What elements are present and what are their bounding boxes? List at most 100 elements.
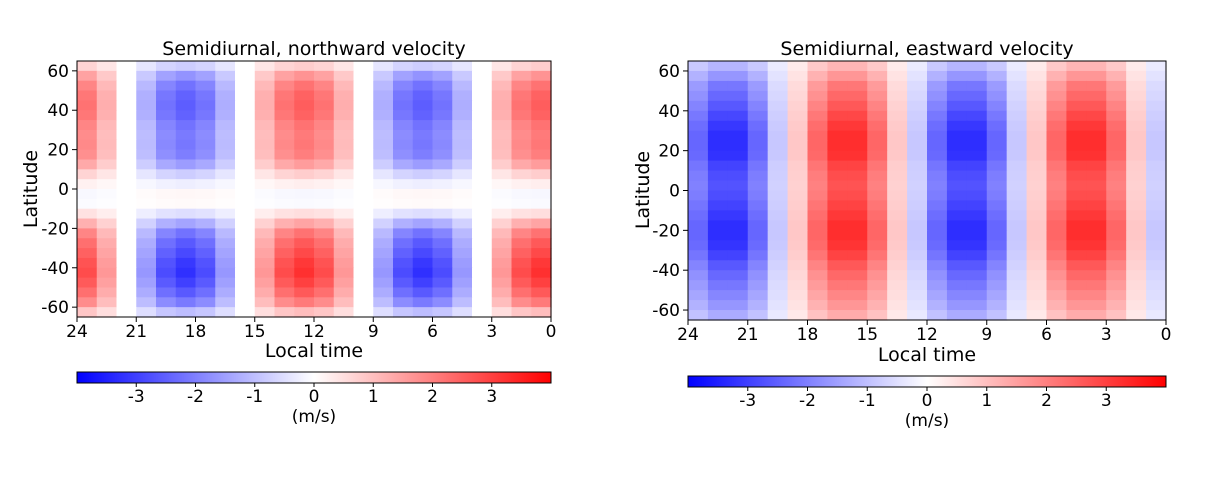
heatmap-cell [1066,110,1087,122]
heatmap-cell [1046,280,1068,291]
heatmap-cell [907,150,928,162]
heatmap-cell [1046,220,1068,231]
heatmap-cell [254,61,276,72]
heatmap-cell [235,139,256,151]
heatmap-cell [96,179,118,190]
heatmap-cell [1086,130,1107,142]
heatmap-cell [847,90,868,102]
heatmap-cell [274,228,295,239]
heatmap-cell [827,100,848,112]
heatmap-cell [787,220,809,231]
heatmap-cell [1046,80,1068,92]
heatmap-cell [927,150,948,162]
heatmap-cell [393,90,414,101]
heatmap-cell [531,139,552,151]
heatmap-cell [511,297,532,308]
heatmap-cell [867,160,888,172]
heatmap-cell [412,179,434,190]
heatmap-cell [727,110,749,122]
heatmap-cell [1126,130,1147,142]
heatmap-cell [452,267,473,279]
heatmap-cell [927,210,948,221]
heatmap-cell [986,160,1008,172]
heatmap-cell [412,70,434,82]
x-tick-label: 15 [244,322,266,342]
heatmap-cell [946,130,968,142]
heatmap-cell [77,238,98,249]
heatmap-cell [907,100,928,112]
heatmap-cell [1046,100,1068,112]
heatmap-cell [767,150,789,162]
heatmap-cell [1106,250,1127,261]
heatmap-cell [727,120,749,132]
heatmap-cell [966,220,988,231]
y-tick-label: -60 [41,298,69,318]
heatmap-cell [333,129,355,141]
heatmap-cell [235,228,256,239]
heatmap-cell [787,190,809,202]
heatmap-cell [727,70,749,82]
heatmap-cell [314,100,335,111]
heatmap-cell [847,170,868,182]
heatmap-cell [136,198,157,210]
heatmap-cell [294,61,315,72]
heatmap-cell [747,210,769,221]
heatmap-cell [116,189,137,200]
heatmap-cell [727,280,749,291]
heatmap-cell [807,120,829,132]
heatmap-cell [195,297,216,308]
heatmap-cell [491,129,513,141]
heatmap-cell [688,150,709,162]
heatmap-cell [511,61,532,72]
heatmap-cell [156,238,177,249]
heatmap-cell [907,300,928,311]
heatmap-cell [807,270,829,281]
heatmap-cell [887,70,908,82]
heatmap-cell [1046,300,1068,311]
heatmap-cell [1106,190,1127,202]
heatmap-cell [353,129,374,141]
heatmap-cell [373,257,394,269]
heatmap-cell [77,149,98,161]
heatmap-cell [707,150,729,162]
heatmap-cell [1066,240,1087,251]
heatmap-cell [294,100,315,111]
heatmap-cell [1046,190,1068,202]
heatmap-cell [827,280,848,291]
heatmap-cell [393,297,414,308]
heatmap-cell [294,198,315,210]
heatmap-cell [452,90,473,101]
heatmap-cell [1026,100,1048,112]
heatmap-cell [847,130,868,142]
heatmap-cell [727,170,749,182]
heatmap-cell [136,179,157,190]
heatmap-cell [511,129,532,141]
heatmap-cell [707,290,729,301]
heatmap-cell [195,228,216,239]
heatmap-cell [727,240,749,251]
heatmap-cell [452,149,473,161]
heatmap-cell [867,240,888,251]
heatmap-cell [1046,90,1068,102]
heatmap-cell [215,179,236,190]
heatmap-cell [412,90,434,101]
heatmap-cell [96,228,118,239]
heatmap-cell [511,139,532,151]
heatmap-cell [727,100,749,112]
heatmap-cell [215,159,236,170]
heatmap-cell [707,260,729,271]
heatmap-cell [946,300,968,311]
heatmap-cell [707,80,729,92]
heatmap-cell [946,140,968,152]
heatmap-cell [986,270,1008,281]
heatmap-cell [96,267,118,279]
heatmap-cell [511,100,532,111]
heatmap-cell [156,277,177,289]
heatmap-cell [1066,260,1087,271]
heatmap-cell [333,110,355,121]
heatmap-cell [472,218,493,229]
heatmap-cell [353,80,374,92]
heatmap-cell [1146,220,1167,231]
colorbar-ticks: -3 -2 -1 0 1 2 3 [739,387,1112,411]
heatmap-cell [966,230,988,241]
